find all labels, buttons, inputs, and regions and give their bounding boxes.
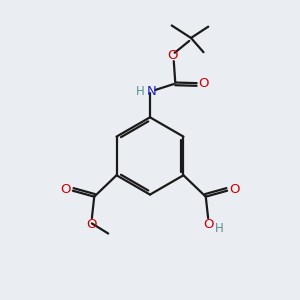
Text: O: O: [61, 183, 71, 196]
Text: O: O: [203, 218, 214, 231]
Text: H: H: [215, 222, 224, 235]
Text: O: O: [229, 183, 239, 196]
Text: O: O: [86, 218, 97, 231]
Text: O: O: [168, 49, 178, 62]
Text: H: H: [136, 85, 145, 98]
Text: O: O: [199, 76, 209, 90]
Text: N: N: [146, 85, 156, 98]
